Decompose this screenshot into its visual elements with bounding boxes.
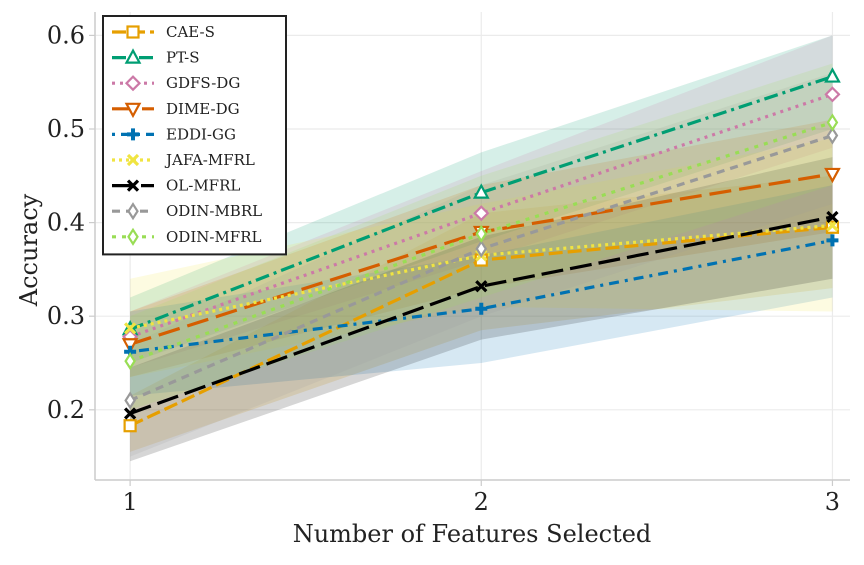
legend-label: ODIN-MBRL [166, 202, 262, 220]
data-point-pt-s [472, 183, 490, 199]
data-point-eddi-gg [475, 302, 488, 315]
legend-marker [124, 75, 142, 92]
legend-marker [126, 153, 140, 167]
legend-label: PT-S [166, 49, 200, 67]
legend-marker [127, 202, 139, 221]
legend-marker [127, 128, 139, 141]
series-line-eddi-gg [129, 238, 833, 354]
legend-label: EDDI-GG [166, 125, 236, 143]
y-tick-label: 0.4 [47, 209, 85, 237]
data-point-odin-mfrl [124, 352, 136, 371]
data-point-dime-dg [824, 167, 841, 184]
data-point-dime-dg [121, 338, 139, 354]
tick-labels: 0.2 0.3 0.4 0.5 0.6 1 2 3 [47, 21, 840, 516]
data-point-eddi-gg [826, 234, 839, 247]
data-point-odin-mfrl [826, 113, 839, 132]
y-tick-label: 0.2 [47, 396, 85, 424]
data-point-ol-mfrl [123, 407, 137, 420]
band-gdfs-dg [130, 35, 833, 368]
y-tick-label: 0.6 [47, 21, 85, 49]
legend-label: GDFS-DG [166, 74, 240, 92]
data-point-ol-mfrl [475, 280, 488, 293]
data-point-jafa-mfrl [123, 322, 137, 335]
legend-label: JAFA-MFRL [164, 151, 255, 169]
data-point-odin-mbrl [826, 126, 839, 145]
y-tick-label: 0.3 [47, 302, 85, 330]
data-point-odin-mbrl [475, 239, 488, 258]
legend-marker [124, 102, 142, 119]
axes [94, 12, 850, 481]
legend-marker [124, 48, 142, 64]
legend-label: DIME-DG [166, 100, 240, 118]
data-point-odin-mfrl [475, 224, 488, 243]
y-tick-label: 0.5 [47, 115, 85, 143]
data-point-cae-s [123, 419, 137, 433]
data-point-pt-s [824, 67, 841, 83]
y-axis-label: Accuracy [15, 193, 43, 307]
series-line-pt-s [129, 75, 833, 331]
x-tick-label: 2 [474, 488, 489, 516]
band-pt-s [130, 35, 833, 364]
x-axis-label: Number of Features Selected [293, 520, 652, 548]
series-line-ol-mfrl [129, 215, 833, 416]
legend-marker [127, 227, 139, 246]
data-point-gdfs-dg [473, 205, 490, 222]
x-tick-label: 3 [825, 488, 840, 516]
x-tick-label: 1 [122, 488, 137, 516]
data-point-odin-mbrl [124, 391, 136, 410]
legend-label: CAE-S [166, 23, 215, 41]
legend-label: ODIN-MFRL [166, 228, 262, 246]
legend: CAE-S PT-S GDFS-DG DIME-DG EDDI-GG JAFA-MFRL O… [102, 15, 287, 256]
legend-marker [126, 25, 140, 39]
legend-marker [126, 179, 140, 192]
data-point-gdfs-dg [824, 86, 841, 103]
series-markers [121, 67, 841, 433]
legend-label: OL-MFRL [166, 177, 240, 195]
data-point-ol-mfrl [826, 210, 839, 224]
